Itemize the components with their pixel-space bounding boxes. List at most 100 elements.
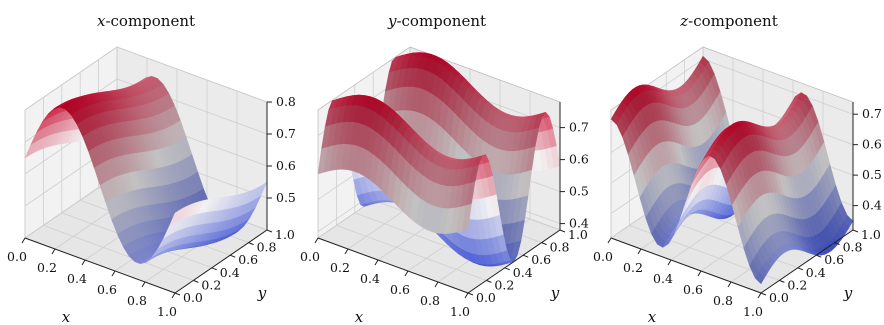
y-tick-mark	[523, 254, 529, 258]
y-axis-line	[467, 229, 561, 294]
y-tick-label: 0.8	[550, 240, 570, 255]
y-tick-mark	[266, 229, 273, 233]
y-tick-label: 0.6	[238, 252, 258, 267]
y-tick-label: 1.0	[568, 227, 588, 242]
y-tick-mark	[816, 254, 822, 258]
y-tick-label: 0.0	[769, 290, 789, 305]
x-component-panel: 0.00.20.40.60.81.00.00.20.40.60.81.00.50…	[7, 12, 296, 325]
x-tick-label: 0.6	[390, 282, 410, 297]
y-tick-mark	[486, 279, 492, 283]
grid-line	[43, 225, 194, 281]
z-tick-label: 0.6	[276, 158, 296, 173]
x-tick-label: 0.8	[127, 293, 147, 308]
z-ticks: 0.5 0.6 0.7 0.8	[267, 94, 296, 205]
z-tick-label: 0.5	[862, 167, 882, 182]
grid-line	[24, 46, 118, 111]
y-tick-label: 0.2	[494, 277, 514, 292]
x-tick-label: 0.0	[7, 249, 27, 264]
y-tick-mark	[174, 292, 181, 296]
x-tick-mark	[464, 292, 469, 299]
z-tick-label: 0.4	[862, 198, 882, 213]
y-tick-label: 0.4	[220, 265, 240, 280]
panel-title-suffix: -component	[396, 12, 486, 30]
y-axis-line	[760, 229, 854, 294]
y-tick-label: 0.0	[183, 290, 203, 305]
x-tick-mark	[344, 248, 349, 255]
z-tick-label: 0.7	[569, 120, 589, 135]
y-tick-label: 1.0	[861, 227, 881, 242]
x-tick-mark	[637, 248, 642, 255]
y-tick-mark	[211, 267, 217, 271]
surface	[610, 55, 854, 285]
z-component-panel: 0.00.20.40.60.81.00.00.20.40.60.81.00.40…	[593, 12, 882, 325]
y-tick-label: 1.0	[275, 227, 295, 242]
y-tick-label: 0.8	[257, 240, 277, 255]
x-tick-label: 0.0	[593, 249, 613, 264]
y-tick-label: 0.6	[531, 252, 551, 267]
x-tick-mark	[314, 237, 319, 244]
x-tick-mark	[697, 270, 702, 277]
y-tick-label: 0.6	[824, 252, 844, 267]
y-ticks: 0.00.20.40.60.81.0	[467, 227, 588, 305]
y-tick-mark	[248, 242, 254, 246]
grid-line	[116, 46, 268, 103]
y-tick-mark	[852, 229, 859, 233]
x-tick-mark	[141, 281, 146, 288]
x-tick-label: 0.6	[97, 282, 117, 297]
x-tick-mark	[111, 270, 116, 277]
panel-title: y-component	[387, 12, 486, 30]
y-axis-label: y	[257, 284, 267, 302]
panel-title-suffix: -component	[105, 12, 195, 30]
grid-line	[702, 58, 854, 115]
y-tick-label: 0.4	[806, 265, 826, 280]
x-tick-mark	[171, 292, 176, 299]
x-tick-mark	[757, 292, 762, 299]
y-tick-mark	[467, 292, 474, 296]
x-tick-mark	[51, 248, 56, 255]
x-tick-mark	[667, 259, 672, 266]
x-tick-label: 0.2	[623, 260, 643, 275]
y-tick-label: 0.2	[787, 277, 807, 292]
x-ticks: 0.0 0.2 0.4 0.6 0.8 1.0	[7, 237, 177, 319]
surface-patch	[168, 210, 179, 227]
x-axis-line	[610, 237, 762, 294]
z-tick-label: 0.8	[276, 94, 296, 109]
x-axis-line	[317, 237, 469, 294]
x-ticks: 0.0 0.2 0.4 0.6 0.8 1.0	[300, 237, 470, 319]
grid-line	[702, 89, 854, 146]
x-tick-mark	[404, 270, 409, 277]
y-tick-mark	[797, 267, 803, 271]
panel-title-variable: x	[97, 12, 106, 30]
z-tick-label: 0.7	[276, 126, 296, 141]
y-axis-label: y	[843, 284, 853, 302]
x-tick-label: 0.2	[37, 260, 57, 275]
x-tick-mark	[81, 259, 86, 266]
y-tick-mark	[834, 242, 840, 246]
panel-title-suffix: -component	[688, 12, 778, 30]
grid-line	[336, 225, 487, 281]
y-component-panel: 0.00.20.40.60.81.00.00.20.40.60.81.00.40…	[300, 12, 589, 325]
z-ticks: 0.4 0.5 0.6 0.7	[560, 120, 589, 231]
x-tick-mark	[607, 237, 612, 244]
z-tick-label: 0.5	[569, 184, 589, 199]
y-tick-label: 0.0	[476, 290, 496, 305]
x-tick-label: 0.2	[330, 260, 350, 275]
y-tick-mark	[230, 254, 236, 258]
panel-title: z-component	[679, 12, 778, 30]
y-tick-mark	[193, 279, 199, 283]
panel-title-variable: z	[679, 12, 688, 30]
x-tick-label: 1.0	[450, 304, 470, 319]
x-tick-label: 0.4	[653, 271, 673, 286]
y-tick-label: 0.4	[513, 265, 533, 280]
x-tick-label: 1.0	[157, 304, 177, 319]
y-tick-label: 0.8	[843, 240, 863, 255]
x-tick-label: 0.4	[360, 271, 380, 286]
axis-lines	[610, 102, 854, 294]
x-axis-label: x	[355, 308, 364, 325]
x-tick-label: 0.6	[683, 282, 703, 297]
x-tick-mark	[21, 237, 26, 244]
z-ticks: 0.4 0.5 0.6 0.7	[853, 106, 882, 213]
y-axis-label: y	[550, 284, 560, 302]
surface-patch	[461, 203, 472, 231]
